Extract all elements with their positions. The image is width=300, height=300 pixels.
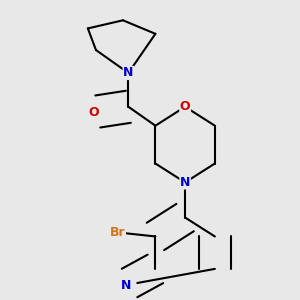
Text: O: O bbox=[88, 106, 99, 119]
Text: O: O bbox=[180, 100, 190, 113]
Text: Br: Br bbox=[110, 226, 125, 239]
Text: N: N bbox=[123, 67, 134, 80]
Text: N: N bbox=[121, 279, 131, 292]
Text: N: N bbox=[180, 176, 190, 189]
